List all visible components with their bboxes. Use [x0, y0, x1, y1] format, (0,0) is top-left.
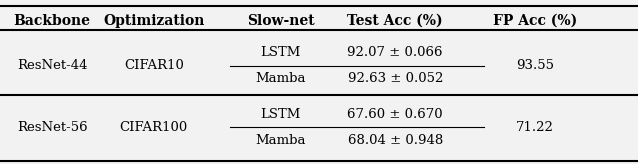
Text: 67.60 ± 0.670: 67.60 ± 0.670: [348, 108, 443, 121]
Text: Mamba: Mamba: [256, 72, 306, 85]
Text: CIFAR100: CIFAR100: [120, 121, 188, 134]
Text: LSTM: LSTM: [261, 46, 301, 60]
Text: 92.07 ± 0.066: 92.07 ± 0.066: [348, 46, 443, 60]
Text: Slow-net: Slow-net: [247, 14, 315, 28]
Text: Optimization: Optimization: [103, 14, 205, 28]
Text: Backbone: Backbone: [13, 14, 91, 28]
Text: FP Acc (%): FP Acc (%): [493, 14, 577, 28]
Text: LSTM: LSTM: [261, 108, 301, 121]
Text: ResNet-56: ResNet-56: [17, 121, 87, 134]
Text: Test Acc (%): Test Acc (%): [348, 14, 443, 28]
Text: 71.22: 71.22: [516, 121, 554, 134]
Text: ResNet-44: ResNet-44: [17, 59, 87, 72]
Text: 68.04 ± 0.948: 68.04 ± 0.948: [348, 133, 443, 147]
Text: CIFAR10: CIFAR10: [124, 59, 184, 72]
Text: 92.63 ± 0.052: 92.63 ± 0.052: [348, 72, 443, 85]
Text: 93.55: 93.55: [516, 59, 554, 72]
Text: Mamba: Mamba: [256, 133, 306, 147]
